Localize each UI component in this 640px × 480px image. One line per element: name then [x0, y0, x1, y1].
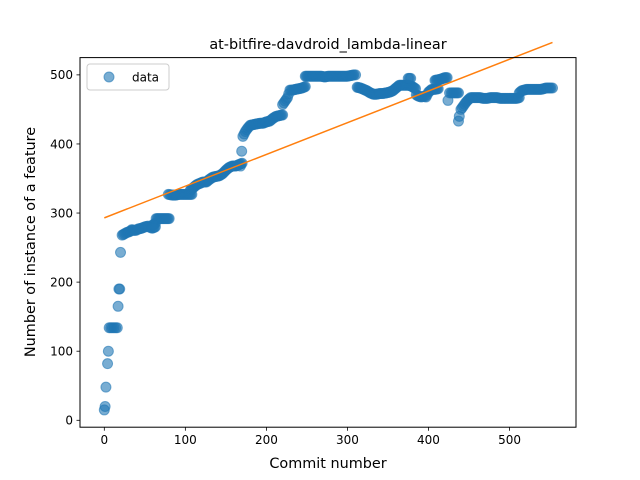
y-axis-label: Number of instance of a feature [23, 127, 39, 357]
y-tick-label: 300 [50, 206, 73, 220]
data-point [115, 246, 127, 258]
data-point [236, 145, 248, 157]
x-axis-label: Commit number [269, 456, 386, 472]
data-point [277, 109, 289, 121]
legend-label: data [132, 71, 159, 85]
y-tick-label: 100 [50, 345, 73, 359]
data-point [102, 358, 114, 370]
data-point [111, 322, 123, 334]
x-tick-label: 0 [100, 433, 108, 447]
data-point [405, 72, 417, 84]
y-tick-label: 400 [50, 137, 73, 151]
data-point [163, 213, 175, 225]
x-tick-label: 300 [336, 433, 359, 447]
legend-box [86, 63, 170, 91]
x-tick-label: 100 [174, 433, 197, 447]
x-tick-label: 400 [417, 433, 440, 447]
data-point [102, 345, 114, 357]
y-axis: 0 100 200 300 400 500 [50, 68, 80, 428]
data-point [350, 69, 362, 81]
data-point [441, 72, 453, 84]
y-tick-label: 0 [65, 414, 73, 428]
data-point [100, 381, 112, 393]
y-tick-label: 200 [50, 275, 73, 289]
data-point [114, 283, 126, 295]
fit-line [104, 41, 553, 219]
x-tick-label: 500 [498, 433, 521, 447]
chart-title: at-bitfire-davdroid_lambda-linear [209, 37, 446, 53]
data-point [112, 300, 124, 312]
y-tick-label: 500 [50, 68, 73, 82]
x-axis: 0 100 200 300 400 500 [100, 427, 521, 447]
data-point [452, 87, 464, 99]
legend: data [86, 63, 170, 91]
plot-area [98, 41, 558, 416]
data-point [299, 81, 311, 93]
legend-marker [103, 71, 115, 83]
data-point [547, 82, 558, 94]
x-tick-label: 200 [255, 433, 278, 447]
axes-frame [79, 57, 577, 428]
data-point [99, 400, 111, 412]
